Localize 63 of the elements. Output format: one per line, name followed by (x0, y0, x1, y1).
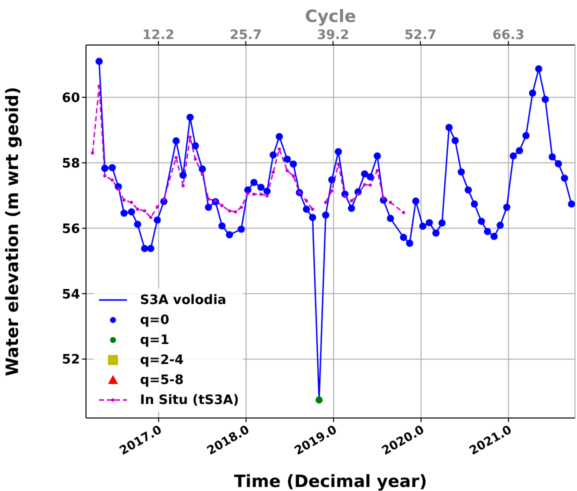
point (90, 151, 94, 155)
point (363, 183, 366, 186)
point (156, 205, 159, 209)
point (310, 208, 314, 211)
point (136, 208, 140, 211)
point (259, 192, 263, 196)
point (272, 170, 275, 174)
y-axis-title: Water elevation (m wrt geoid) (3, 86, 24, 376)
point (130, 200, 134, 204)
point (278, 147, 281, 151)
point (220, 204, 224, 208)
point (240, 206, 243, 209)
legend-label: q=0 (140, 312, 170, 328)
x2-tick-label: 66.3 (492, 28, 524, 43)
point (200, 172, 204, 176)
point (330, 189, 334, 193)
point (162, 198, 166, 201)
legend-label: q=2-4 (140, 352, 184, 368)
point (103, 174, 106, 178)
point (292, 174, 295, 178)
y-tick-label: 60 (62, 90, 80, 106)
y-tick-label: 54 (62, 287, 80, 302)
point (149, 216, 152, 220)
x2-tick-label: 25.7 (230, 28, 262, 43)
point (182, 184, 185, 188)
point (174, 156, 178, 160)
point (368, 183, 372, 187)
x-axis-title: Time (Decimal year) (234, 472, 428, 491)
point (304, 199, 308, 202)
point (402, 210, 406, 214)
y-tick-label: 52 (62, 352, 80, 368)
point (376, 169, 379, 172)
point (228, 209, 232, 212)
point (98, 84, 101, 88)
legend-label: In Situ (tS3A) (140, 392, 239, 408)
legend-label: q=1 (140, 332, 170, 348)
y-tick-label: 58 (62, 156, 80, 172)
y-tick-label: 56 (62, 222, 80, 237)
x2-tick-label: 52.7 (404, 28, 436, 43)
point (388, 200, 392, 204)
point (336, 162, 340, 166)
x2-axis-title: Cycle (305, 7, 356, 28)
x2-tick-label: 39.2 (317, 28, 350, 43)
point (246, 192, 250, 196)
point (116, 187, 120, 191)
point (234, 210, 238, 214)
x2-tick-label: 12.2 (142, 28, 174, 43)
point (350, 199, 354, 202)
legend-label: q=5-8 (140, 372, 184, 388)
point (110, 178, 114, 182)
point (252, 192, 256, 196)
point (286, 169, 289, 172)
legend-label: S3A volodia (140, 292, 226, 308)
point (356, 192, 360, 196)
point (194, 158, 197, 161)
point (206, 198, 210, 201)
point (316, 396, 323, 404)
point (343, 194, 347, 198)
point (188, 136, 192, 139)
point (265, 194, 269, 198)
point (324, 200, 328, 204)
point (122, 198, 126, 202)
point (143, 209, 146, 212)
